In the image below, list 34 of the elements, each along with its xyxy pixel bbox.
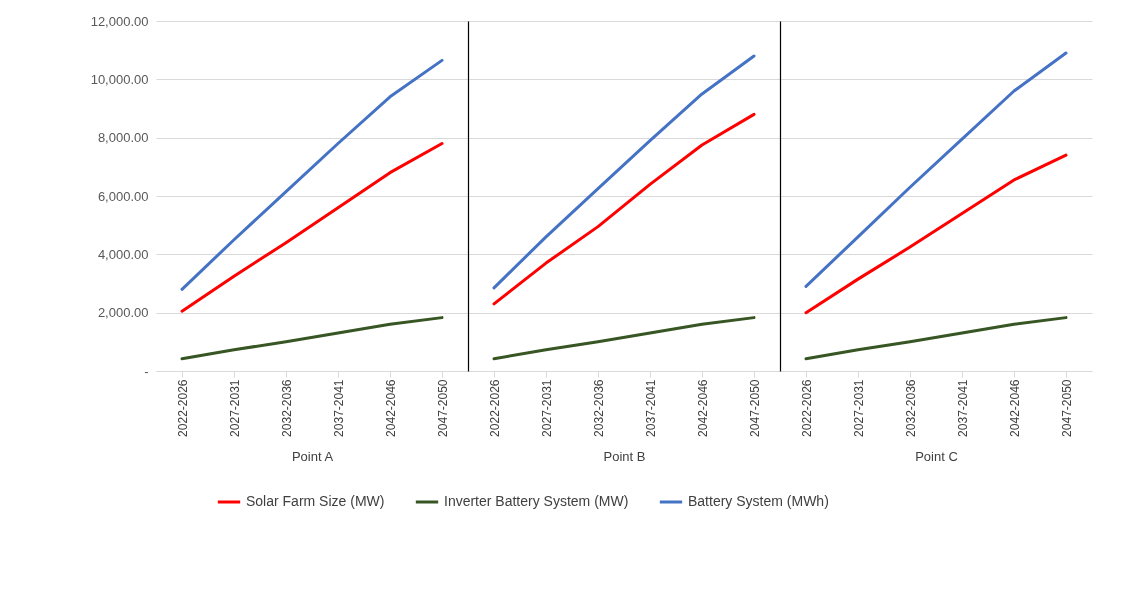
x-tick-label: 2022-2026: [487, 379, 502, 437]
x-tick-label: 2042-2046: [1007, 379, 1022, 437]
x-tick-label: 2037-2041: [331, 379, 346, 437]
y-tick-label: 10,000.00: [90, 71, 149, 87]
legend-label: Battery System (MWh): [688, 493, 829, 509]
x-tick-label: 2027-2031: [851, 379, 866, 437]
x-tick-label: 2022-2026: [175, 379, 190, 437]
x-tick-label: 2027-2031: [539, 379, 554, 437]
line-series: [180, 316, 444, 361]
x-tick-label: 2047-2050: [747, 379, 762, 437]
x-tick-label: 2042-2046: [383, 379, 398, 437]
x-tick-label: 2047-2050: [435, 379, 450, 437]
x-tick-label: 2027-2031: [227, 379, 242, 437]
line-series: [180, 58, 444, 291]
y-tick-label: 2,000.00: [97, 305, 149, 321]
x-tick-label: 2047-2050: [1059, 379, 1074, 437]
y-tick-label: -: [144, 363, 149, 379]
x-tick-label: 2032-2036: [903, 379, 918, 437]
x-tick-label: 2022-2026: [799, 379, 814, 437]
x-axis-title: Point A: [291, 448, 334, 464]
x-tick-label: 2042-2046: [695, 379, 710, 437]
x-axis-title: Point C: [915, 448, 958, 464]
x-axis-title: Point B: [603, 448, 646, 464]
legend-label: Solar Farm Size (MW): [246, 493, 385, 509]
x-tick-label: 2032-2036: [591, 379, 606, 437]
y-tick-label: 8,000.00: [97, 130, 149, 146]
y-tick-label: 6,000.00: [97, 188, 149, 204]
x-tick-label: 2037-2041: [643, 379, 658, 437]
y-tick-label: 4,000.00: [97, 246, 149, 262]
x-tick-label: 2032-2036: [279, 379, 294, 437]
line-series: [180, 142, 444, 313]
legend-label: Inverter Battery System (MW): [444, 493, 629, 509]
y-tick-label: 12,000.00: [90, 13, 149, 29]
x-tick-label: 2037-2041: [955, 379, 970, 437]
